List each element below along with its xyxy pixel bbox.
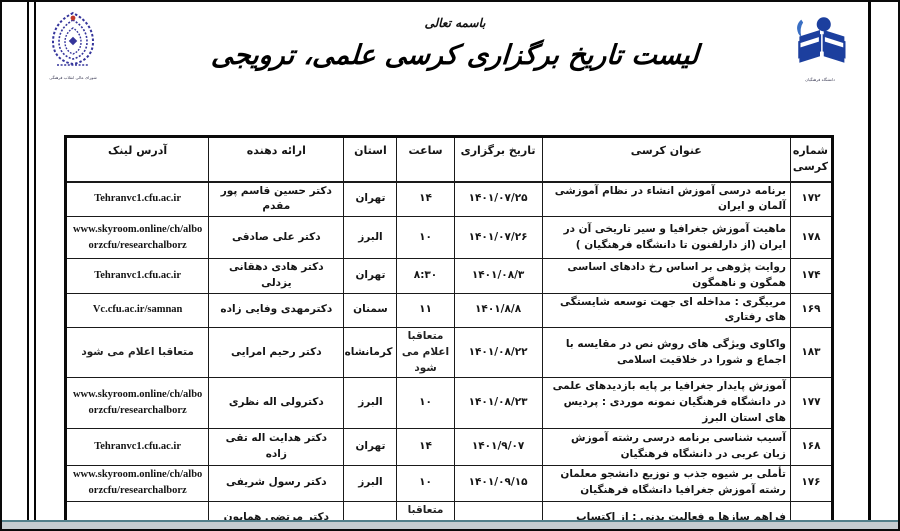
cell-time: ۱۴ <box>396 427 455 466</box>
cell-course-title: آسیب شناسی برنامه درسی رشته آموزش زبان ع… <box>541 427 791 466</box>
supreme-council-emblem: شورای عالی انقلاب فرهنگی <box>42 10 104 82</box>
cell-course-title: روایت پژوهی بر اساس رخ دادهای اساسی همگو… <box>541 258 791 294</box>
farhangian-university-emblem: دانشگاه فرهنگیان <box>788 14 852 84</box>
cell-presenter: دکترمهدی وفایی زاده <box>208 292 345 328</box>
cell-time: ۱۰ <box>396 464 455 502</box>
cell-time: ۸:۳۰ <box>396 258 455 294</box>
cell-date: ۱۴۰۱/۰۸/۲۳ <box>453 377 543 429</box>
course-row: ۱۶۹ مربیگری : مداخله ای جهت توسعه شایستگ… <box>64 292 834 328</box>
course-row: ۱۷۷ آموزش پایدار جغرافیا بر پایه بازدیده… <box>64 377 834 429</box>
cell-course-number: ۱۶۸ <box>789 427 834 466</box>
course-row: ۱۷۶ تأملی بر شیوه جذب و توزیع دانشجو معل… <box>64 464 834 502</box>
basmala-text: باسمه تعالی <box>424 16 486 30</box>
cell-course-number: ۱۷۴ <box>789 258 834 294</box>
cell-course-number: ۱۸۳ <box>789 326 834 379</box>
course-row: ۱۷۸ ماهیت آموزش جغرافیا و سیر تاریخی آن … <box>64 216 834 259</box>
cell-presenter: دکتر حسین قاسم پور مقدم <box>208 181 345 217</box>
document-title: لیست تاریخ برگزاری کرسی علمی، ترویجی <box>210 40 700 71</box>
header-time: ساعت <box>396 136 455 183</box>
cell-link: Tehranvc1.cfu.ac.ir <box>64 427 210 466</box>
cell-province: البرز <box>343 377 398 429</box>
cell-link: متعاقبا اعلام می شود <box>64 326 210 379</box>
cell-course-number: ۱۶۹ <box>789 292 834 328</box>
cell-presenter: دکتر علی صادقی <box>208 216 345 259</box>
cell-date: ۱۴۰۱/۰۸/۳ <box>453 258 543 294</box>
cell-link: Tehranvc1.cfu.ac.ir <box>64 258 210 294</box>
window-bottom-edge <box>2 520 898 529</box>
cell-link: www.skyroom.online/ch/alboorzcfu/researc… <box>64 377 210 429</box>
cell-course-title: واکاوی ویژگی های روش نص در مقایسه با اجم… <box>541 326 791 379</box>
cell-link: Vc.cfu.ac.ir/samnan <box>64 292 210 328</box>
cell-date: ۱۴۰۱/۰۷/۲۶ <box>453 216 543 259</box>
header-date: تاریخ برگزاری <box>453 136 543 183</box>
header-link: آدرس لینک <box>64 136 210 183</box>
course-row: ۱۸۳ واکاوی ویژگی های روش نص در مقایسه با… <box>64 326 834 379</box>
cell-province: سمنان <box>343 292 398 328</box>
cell-time: ۱۰ <box>396 377 455 429</box>
page-fold-line <box>27 2 36 524</box>
cell-course-title: برنامه درسی آموزش انشاء در نظام آموزشی آ… <box>541 181 791 217</box>
cell-presenter: دکتر هادی دهقانی یزدلی <box>208 258 345 294</box>
header-course-number: شماره کرسی <box>789 136 834 183</box>
cell-course-number: ۱۷۷ <box>789 377 834 429</box>
cell-time: ۱۴ <box>396 181 455 217</box>
header-presenter: ارائه دهنده <box>208 136 345 183</box>
supreme-council-logo-icon <box>45 11 101 76</box>
cell-province: کرمانشاه <box>343 326 398 379</box>
cell-link: www.skyroom.online/ch/alboorzcfu/researc… <box>64 464 210 502</box>
cell-course-title: تأملی بر شیوه جذب و توزیع دانشجو معلمان … <box>541 464 791 502</box>
farhangian-university-logo-icon <box>790 17 850 78</box>
header-course-title: عنوان کرسی <box>541 136 791 183</box>
cell-province: تهران <box>343 181 398 217</box>
course-schedule-table: شماره کرسی عنوان کرسی تاریخ برگزاری ساعت… <box>64 135 834 529</box>
cell-link: Tehranvc1.cfu.ac.ir <box>64 181 210 217</box>
course-row: ۱۷۴ روایت پژوهی بر اساس رخ دادهای اساسی … <box>64 258 834 294</box>
cell-province: البرز <box>343 464 398 502</box>
course-table-body: ۱۷۲ برنامه درسی آموزش انشاء در نظام آموز… <box>64 181 834 529</box>
cell-presenter: دکترولی اله نظری <box>208 377 345 429</box>
course-row: ۱۷۲ برنامه درسی آموزش انشاء در نظام آموز… <box>64 181 834 217</box>
cell-time: ۱۰ <box>396 216 455 259</box>
supreme-council-caption: شورای عالی انقلاب فرهنگی <box>49 76 97 81</box>
header-province: استان <box>343 136 398 183</box>
cell-date: ۱۴۰۱/۰۷/۲۵ <box>453 181 543 217</box>
cell-course-title: مربیگری : مداخله ای جهت توسعه شایستگی ها… <box>541 292 791 328</box>
cell-date: ۱۴۰۱/۹/۰۷ <box>453 427 543 466</box>
cell-date: ۱۴۰۱/۰۸/۲۲ <box>453 326 543 379</box>
cell-course-title: آموزش پایدار جغرافیا بر پایه بازدیدهای ع… <box>541 377 791 429</box>
cell-province: البرز <box>343 216 398 259</box>
cell-link: www.skyroom.online/ch/alboorzcfu/researc… <box>64 216 210 259</box>
cell-course-number: ۱۷۶ <box>789 464 834 502</box>
cell-province: تهران <box>343 258 398 294</box>
cell-course-title: ماهیت آموزش جغرافیا و سیر تاریخی آن در ا… <box>541 216 791 259</box>
cell-province: تهران <box>343 427 398 466</box>
table-header-row: شماره کرسی عنوان کرسی تاریخ برگزاری ساعت… <box>64 136 834 183</box>
farhangian-university-caption: دانشگاه فرهنگیان <box>805 78 835 83</box>
page-edge-line <box>868 2 871 524</box>
cell-time: ۱۱ <box>396 292 455 328</box>
cell-presenter: دکتر رحیم امرایی <box>208 326 345 379</box>
cell-presenter: دکتر هدایت اله تقی زاده <box>208 427 345 466</box>
cell-date: ۱۴۰۱/۰۹/۱۵ <box>453 464 543 502</box>
cell-time: متعاقبا اعلام می شود <box>396 326 455 379</box>
cell-course-number: ۱۷۲ <box>789 181 834 217</box>
cell-date: ۱۴۰۱/۸/۸ <box>453 292 543 328</box>
cell-presenter: دکتر رسول شریفی <box>208 464 345 502</box>
cell-course-number: ۱۷۸ <box>789 216 834 259</box>
course-row: ۱۶۸ آسیب شناسی برنامه درسی رشته آموزش زب… <box>64 427 834 466</box>
document-header: باسمه تعالی لیست تاریخ برگزاری کرسی علمی… <box>172 16 738 71</box>
